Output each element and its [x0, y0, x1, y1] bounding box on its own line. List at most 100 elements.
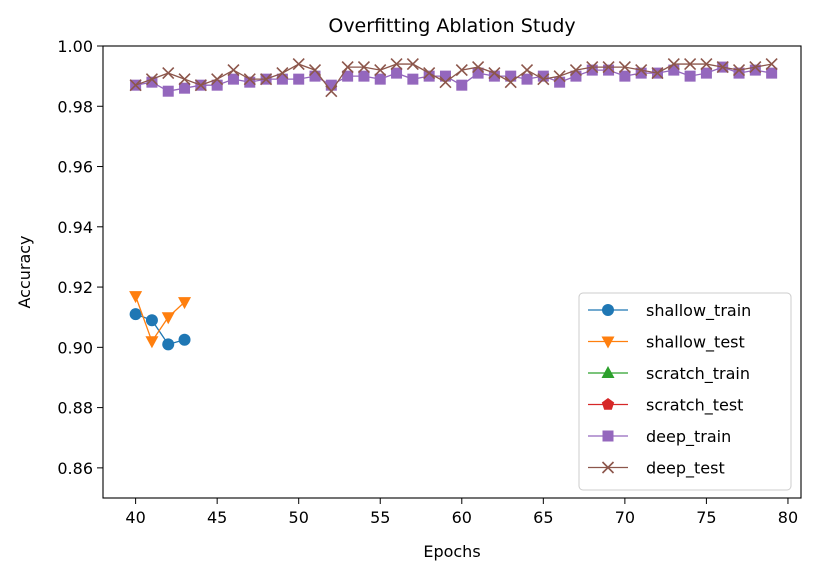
legend-item-scratch-train: scratch_train: [588, 364, 750, 384]
data-point: [537, 73, 550, 86]
data-point: [700, 67, 712, 79]
data-point: [668, 64, 680, 76]
data-point: [684, 70, 696, 82]
data-point: [341, 61, 354, 74]
data-point: [602, 61, 615, 74]
data-point: [374, 64, 387, 77]
x-tick-label: 65: [533, 508, 553, 527]
data-point: [276, 73, 288, 85]
x-tick-label: 70: [615, 508, 635, 527]
data-point: [227, 73, 239, 85]
x-tick-label: 45: [207, 508, 227, 527]
data-point: [194, 79, 207, 92]
data-point: [732, 64, 746, 77]
data-point: [586, 64, 598, 76]
series-deep-test: [129, 58, 778, 98]
plot-area: [129, 58, 778, 351]
data-point: [635, 67, 647, 79]
data-point: [129, 79, 142, 92]
data-point: [146, 76, 158, 88]
data-point: [619, 70, 631, 82]
chart-title: Overfitting Ablation Study: [328, 15, 575, 37]
y-tick-label: 0.96: [57, 158, 93, 177]
data-point: [586, 61, 599, 74]
data-point: [700, 58, 713, 71]
data-point: [749, 61, 762, 74]
legend-item-shallow-train: shallow_train: [588, 301, 751, 321]
data-point: [179, 82, 191, 94]
series-line: [135, 63, 772, 93]
x-tick-label: 50: [289, 508, 309, 527]
data-point: [308, 64, 322, 77]
x-tick-label: 40: [125, 508, 145, 527]
x-tick-label: 55: [370, 508, 390, 527]
x-tick-label: 75: [696, 508, 716, 527]
data-point: [390, 58, 403, 71]
data-point: [407, 73, 419, 85]
data-point: [765, 58, 778, 71]
data-point: [504, 76, 517, 89]
data-point: [178, 297, 192, 310]
data-point: [391, 67, 403, 79]
data-point: [569, 64, 583, 77]
data-point: [488, 67, 501, 80]
data-point: [145, 314, 158, 327]
data-point: [162, 67, 175, 80]
y-axis-label: Accuracy: [15, 235, 34, 308]
y-axis: 0.86 0.88 0.90 0.92 0.94 0.96 0.98 1.00: [57, 37, 103, 478]
data-point: [423, 67, 436, 80]
data-point: [521, 73, 533, 85]
data-point: [439, 76, 452, 89]
data-point: [211, 73, 224, 86]
data-point: [162, 338, 175, 351]
y-tick-label: 0.88: [57, 399, 93, 418]
data-point: [651, 67, 664, 80]
data-point: [505, 70, 517, 82]
x-axis-label: Epochs: [423, 542, 480, 561]
data-point: [129, 291, 143, 304]
data-point: [211, 79, 223, 91]
legend-marker: [601, 366, 615, 378]
data-point: [244, 76, 256, 88]
series-line: [135, 66, 772, 92]
x-tick-label: 60: [452, 508, 472, 527]
data-point: [162, 85, 174, 97]
data-point: [635, 64, 648, 77]
legend-marker: [601, 336, 615, 349]
data-point: [766, 67, 778, 79]
data-point: [455, 64, 468, 77]
data-point: [145, 73, 158, 86]
data-point: [342, 70, 354, 82]
data-point: [423, 70, 435, 82]
legend-item-deep-test: deep_test: [588, 459, 725, 479]
data-point: [357, 61, 371, 74]
data-point: [667, 58, 680, 71]
x-tick-label: 80: [778, 508, 798, 527]
data-point: [716, 61, 729, 74]
legend: shallow_train shallow_test scratch_trainsc…: [578, 292, 792, 491]
data-point: [227, 64, 240, 77]
y-tick-label: 1.00: [57, 37, 93, 56]
data-point: [293, 73, 305, 85]
legend-marker: [602, 430, 614, 442]
legend-label: deep_test: [646, 459, 725, 479]
y-tick-label: 0.98: [57, 97, 93, 116]
data-point: [276, 67, 289, 80]
series-line: [135, 295, 185, 343]
legend-marker: [601, 398, 615, 410]
y-tick-label: 0.94: [57, 218, 93, 237]
data-point: [488, 70, 500, 82]
data-point: [618, 61, 631, 74]
data-point: [456, 79, 468, 91]
legend-marker: [601, 461, 615, 474]
data-point: [472, 61, 485, 74]
data-point: [603, 64, 615, 76]
legend-label: scratch_test: [646, 396, 743, 416]
data-point: [178, 73, 191, 86]
data-point: [570, 70, 582, 82]
axes-frame: [102, 45, 802, 499]
data-point: [554, 76, 566, 88]
legend-item-deep-train: deep_train: [588, 427, 731, 447]
legend-label: scratch_train: [646, 364, 750, 384]
